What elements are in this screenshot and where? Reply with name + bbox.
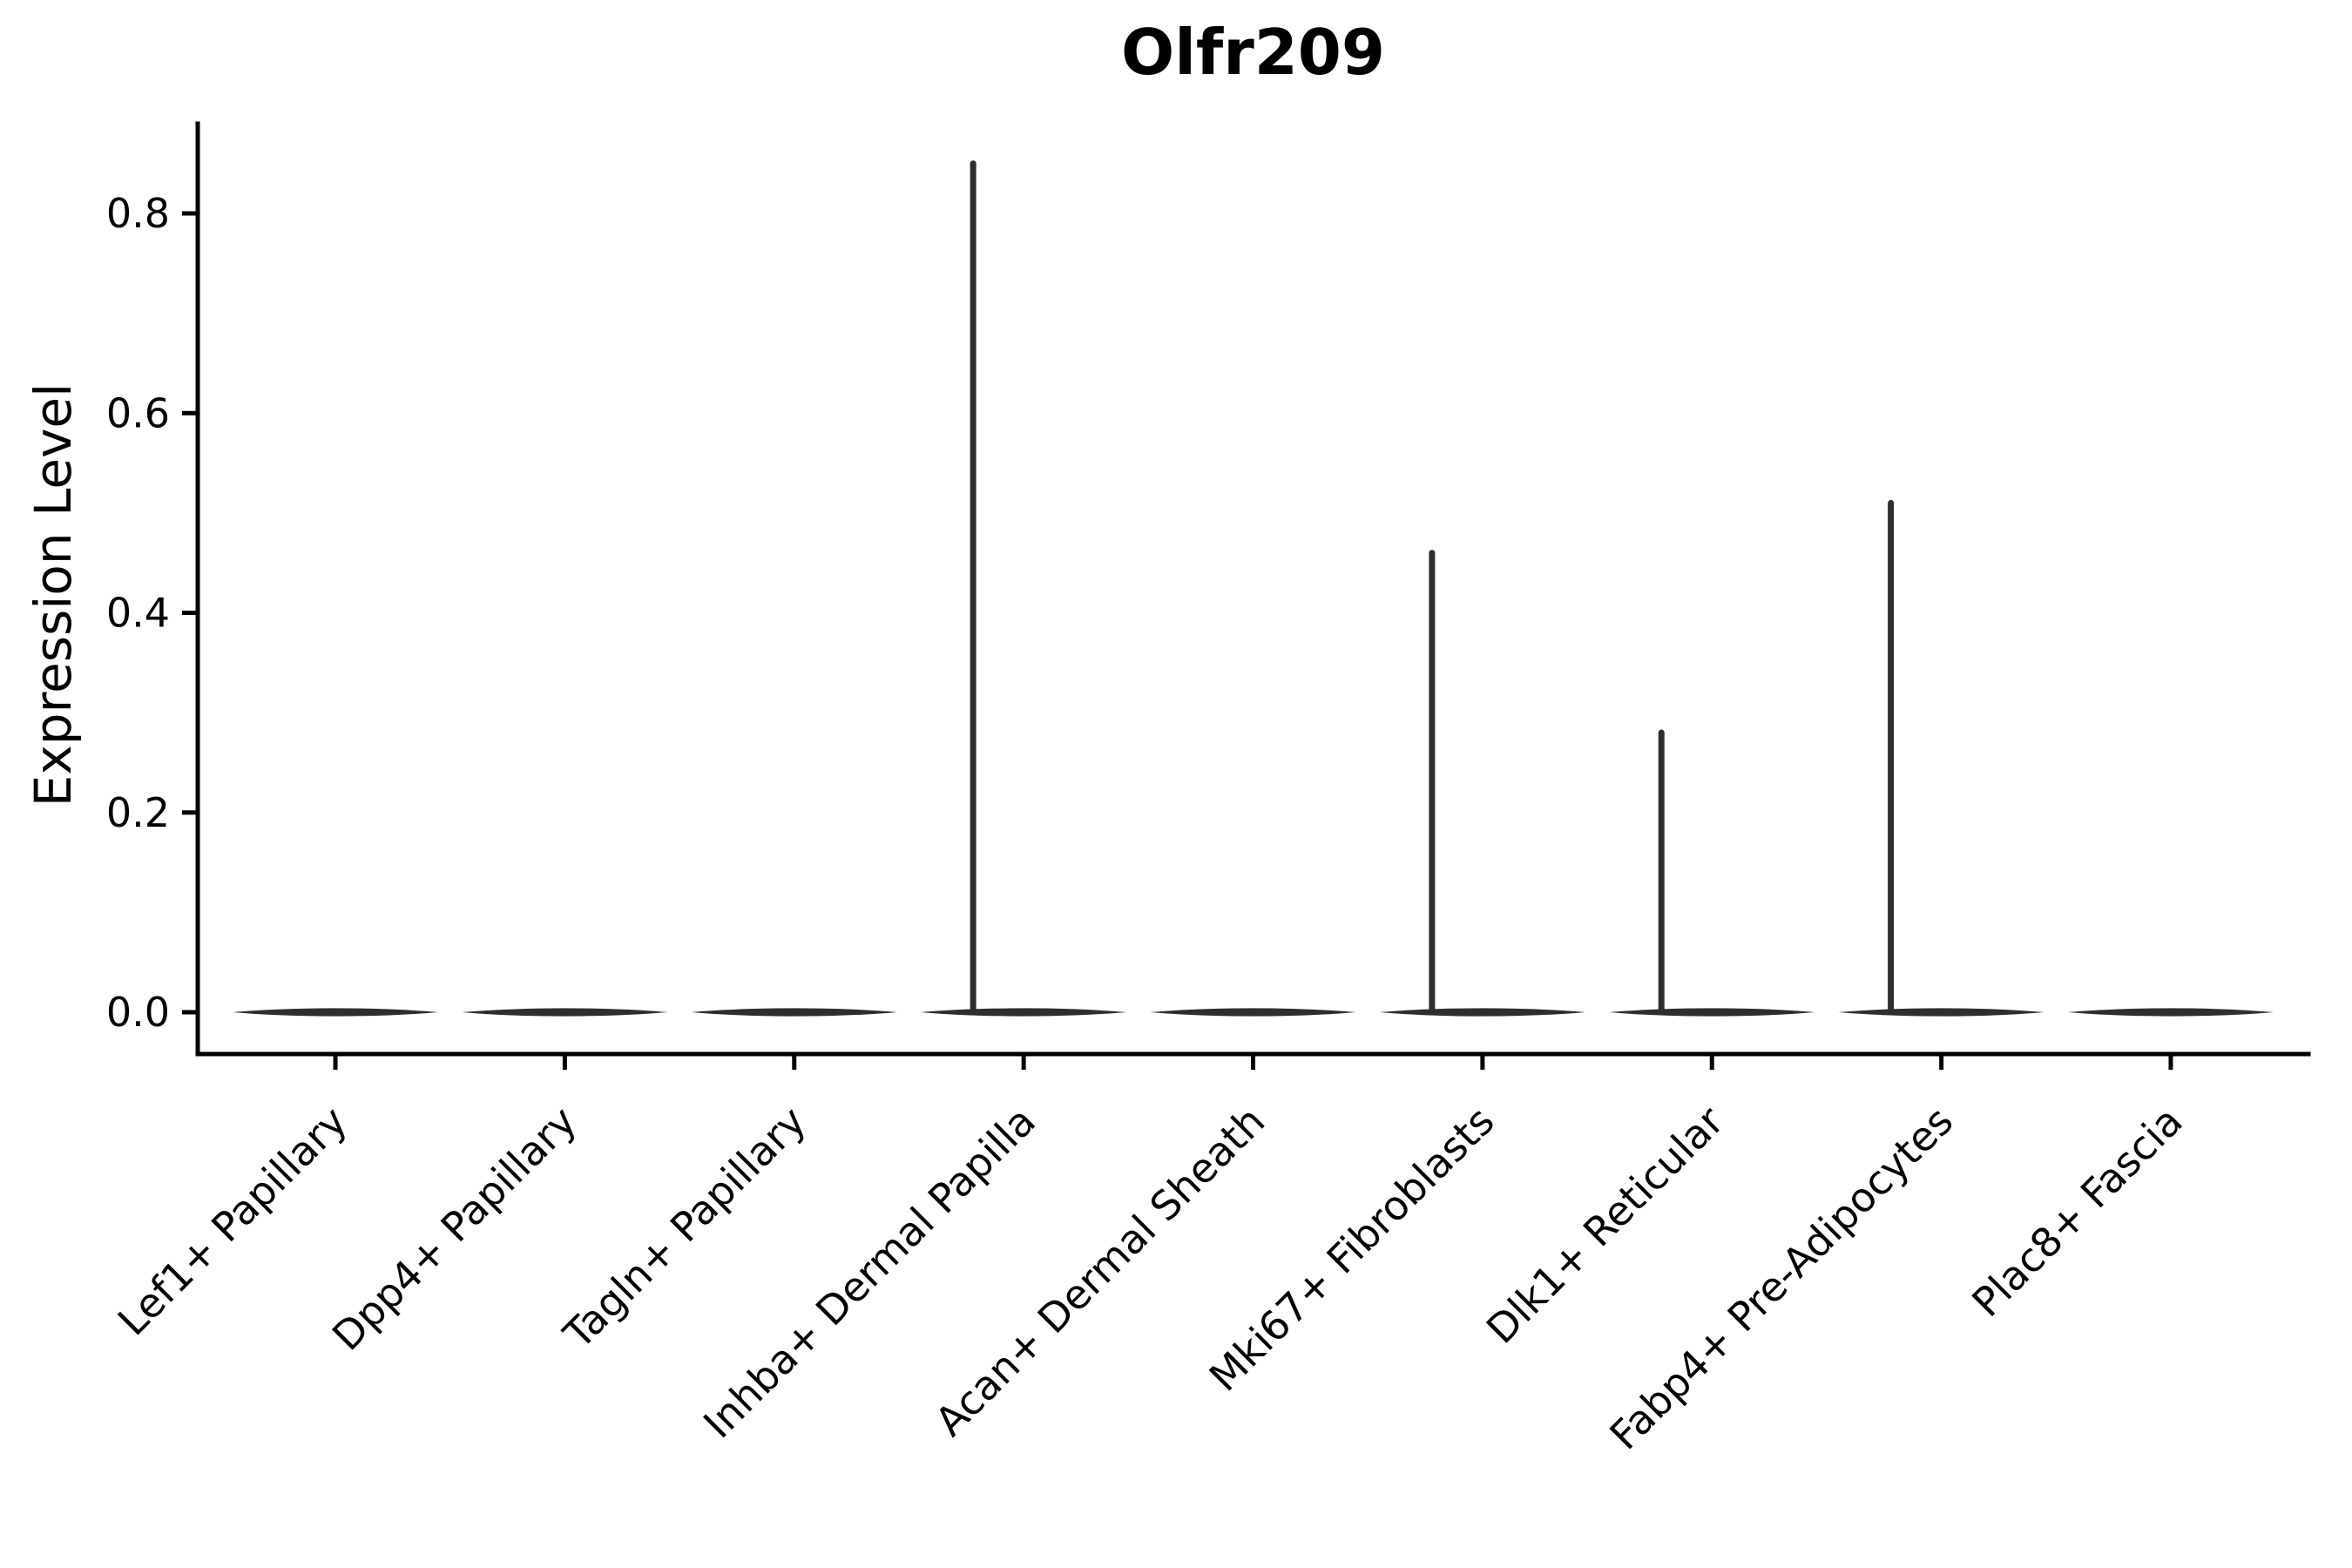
y-tick-label: 0.0 (106, 989, 170, 1036)
chart-title: Olfr209 (1120, 16, 1385, 89)
violin-body (1379, 1008, 1585, 1017)
y-tick-label: 0.6 (106, 389, 170, 436)
violin-body (233, 1008, 439, 1017)
violin-body (2067, 1008, 2274, 1017)
x-tick-label: Dlk1+ Reticular (1477, 1098, 1733, 1353)
violin-body (1838, 1008, 2044, 1017)
x-tick-label: Lef1+ Papillary (109, 1098, 356, 1345)
y-axis-title: Expression Level (24, 382, 83, 808)
violin-body (462, 1008, 668, 1017)
x-tick-label: Dpp4+ Papillary (323, 1098, 585, 1360)
y-tick-label: 0.2 (106, 789, 170, 836)
x-tick-label: Tagln+ Papillary (554, 1098, 815, 1359)
violin-body (921, 1008, 1127, 1017)
y-tick-label: 0.8 (106, 190, 170, 237)
violin-body (691, 1008, 897, 1017)
violin-body (1609, 1008, 1815, 1017)
x-tick-label: Plac8+ Fascia (1963, 1098, 2191, 1326)
violin-body (1150, 1008, 1356, 1017)
y-tick-label: 0.4 (106, 590, 170, 637)
